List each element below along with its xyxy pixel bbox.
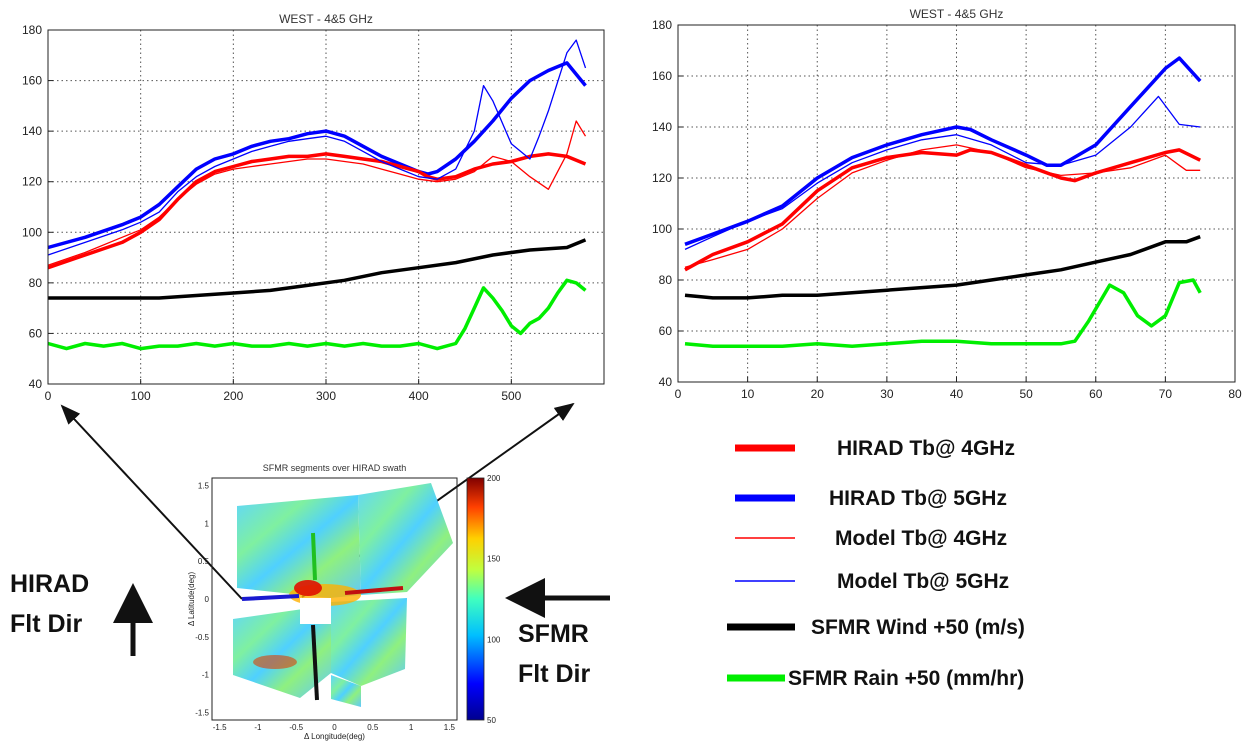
map-swath-patch xyxy=(331,675,361,707)
left-chart-frame xyxy=(47,29,605,385)
legend-label-5: SFMR Rain +50 (mm/hr) xyxy=(788,667,1024,690)
left-chart-ytick-label: 40 xyxy=(29,377,43,391)
right-chart-xtick-label: 60 xyxy=(1089,387,1103,401)
right-chart-series-1 xyxy=(684,148,1201,272)
right-chart-ytick-label: 40 xyxy=(659,375,673,389)
map-ytick-label: -1.5 xyxy=(195,708,209,717)
map-xtick-label: 1.5 xyxy=(444,723,456,732)
map-colorbar-tick: 150 xyxy=(487,555,501,564)
map-xtick-label: 0 xyxy=(332,723,337,732)
right-chart-ytick-label: 160 xyxy=(652,69,672,83)
legend-label-1: HIRAD Tb@ 5GHz xyxy=(829,487,1007,510)
map-swath-patch xyxy=(331,598,407,686)
map-title: SFMR segments over HIRAD swath xyxy=(263,463,407,473)
map-ytick-label: -0.5 xyxy=(195,633,209,642)
left-chart-ytick-label: 160 xyxy=(22,74,42,88)
left-chart-series-1 xyxy=(47,152,587,270)
map-xtick-label: -1.5 xyxy=(213,723,227,732)
right-chart-series-2 xyxy=(684,95,1201,250)
left-chart-ytick-label: 180 xyxy=(22,23,42,37)
legend-label-0: HIRAD Tb@ 4GHz xyxy=(837,437,1015,460)
legend: HIRAD Tb@ 4GHz HIRAD Tb@ 5GHz Model Tb@ 4G… xyxy=(727,437,1025,690)
right-chart-series-5 xyxy=(684,278,1202,349)
right-chart-frame xyxy=(677,24,1236,383)
right-chart-ytick-label: 180 xyxy=(652,18,672,32)
left-chart-xtick-label: 0 xyxy=(45,389,52,403)
hirad-label-line2: Flt Dir xyxy=(10,610,83,638)
map-xlabel: Δ Longitude(deg) xyxy=(304,732,365,741)
right-chart-xtick-label: 0 xyxy=(675,387,682,401)
right-chart-ytick-label: 100 xyxy=(652,222,672,236)
left-chart-xtick-label: 300 xyxy=(316,389,336,403)
left-chart-series-2 xyxy=(47,39,587,256)
left-chart-ytick-label: 120 xyxy=(22,175,42,189)
legend-label-3: Model Tb@ 5GHz xyxy=(837,570,1009,593)
legend-label-4: SFMR Wind +50 (m/s) xyxy=(811,616,1025,639)
sfmr-flt-dir-label: SFMR Flt Dir xyxy=(518,614,590,694)
map-ytick-label: 1 xyxy=(205,519,210,528)
right-chart-xtick-label: 80 xyxy=(1228,387,1242,401)
map-track-black xyxy=(311,624,319,701)
left-chart-ytick-label: 140 xyxy=(22,124,42,138)
chart-right: WEST - 4&5 GHz 0 10 20 30 40 50 60 70 80 40 60 80 100… xyxy=(652,7,1242,401)
hirad-flt-dir-label: HIRAD Flt Dir xyxy=(10,564,89,644)
map-frame xyxy=(211,477,458,721)
sfmr-label-line2: Flt Dir xyxy=(518,660,591,688)
legend-label-2: Model Tb@ 4GHz xyxy=(835,527,1007,550)
sfmr-map-inset: SFMR segments over HIRAD swath -1.5 -1 -0.5… xyxy=(187,463,501,741)
left-chart-series-5 xyxy=(47,278,587,351)
hirad-label-line1: HIRAD xyxy=(10,570,90,598)
left-chart-xtick-label: 400 xyxy=(409,389,429,403)
right-chart-ytick-label: 140 xyxy=(652,120,672,134)
map-ytick-label: 0.5 xyxy=(198,557,210,566)
map-track-green xyxy=(311,532,317,581)
map-hotspot xyxy=(253,655,297,669)
map-ytick-label: 1.5 xyxy=(198,482,210,491)
map-swath-patch xyxy=(237,495,361,598)
left-chart-xtick-label: 100 xyxy=(131,389,151,403)
left-chart-title: WEST - 4&5 GHz xyxy=(279,12,373,26)
map-colorbar-tick: 50 xyxy=(487,716,496,725)
right-chart-series-3 xyxy=(684,144,1201,268)
map-colorbar xyxy=(466,477,485,721)
left-chart-series-0 xyxy=(47,61,587,250)
map-colorbar-tick: 100 xyxy=(487,635,501,644)
left-chart-series-4 xyxy=(48,238,587,300)
right-chart-series-0 xyxy=(684,56,1202,246)
map-xtick-label: -0.5 xyxy=(289,723,303,732)
left-chart-ytick-label: 80 xyxy=(29,276,43,290)
map-swath-patch xyxy=(233,605,331,698)
right-chart-ytick-label: 80 xyxy=(659,273,673,287)
right-chart-xtick-label: 30 xyxy=(880,387,894,401)
map-colorbar-tick: 200 xyxy=(487,474,501,483)
map-track-hirad xyxy=(241,594,300,601)
right-chart-xtick-label: 40 xyxy=(950,387,964,401)
map-ylabel: Δ Latitude(deg) xyxy=(187,572,196,627)
map-xtick-label: 0.5 xyxy=(367,723,379,732)
map-xtick-label: 1 xyxy=(409,723,414,732)
right-chart-ytick-label: 120 xyxy=(652,171,672,185)
map-swath-patch xyxy=(358,483,453,595)
right-chart-title: WEST - 4&5 GHz xyxy=(910,7,1004,21)
right-chart-series-4 xyxy=(684,235,1201,300)
left-chart-ytick-label: 100 xyxy=(22,225,42,239)
map-xtick-label: -1 xyxy=(254,723,262,732)
left-chart-series-3 xyxy=(47,120,587,266)
map-ytick-label: -1 xyxy=(202,671,210,680)
right-chart-xtick-label: 20 xyxy=(811,387,825,401)
left-chart-xtick-label: 200 xyxy=(223,389,243,403)
sfmr-label-line1: SFMR xyxy=(518,620,589,648)
right-chart-xtick-label: 70 xyxy=(1159,387,1173,401)
chart-left: WEST - 4&5 GHz 0 100 200 300 400 500 40 60 80 100 1… xyxy=(22,12,605,403)
right-chart-ytick-label: 60 xyxy=(659,324,673,338)
map-gap xyxy=(300,598,331,624)
right-chart-xtick-label: 10 xyxy=(741,387,755,401)
map-track-red xyxy=(344,586,404,595)
right-chart-xtick-label: 50 xyxy=(1019,387,1033,401)
map-hotspot xyxy=(294,580,322,596)
left-chart-ytick-label: 60 xyxy=(29,326,43,340)
left-chart-xtick-label: 500 xyxy=(501,389,521,403)
map-ytick-label: 0 xyxy=(205,595,210,604)
